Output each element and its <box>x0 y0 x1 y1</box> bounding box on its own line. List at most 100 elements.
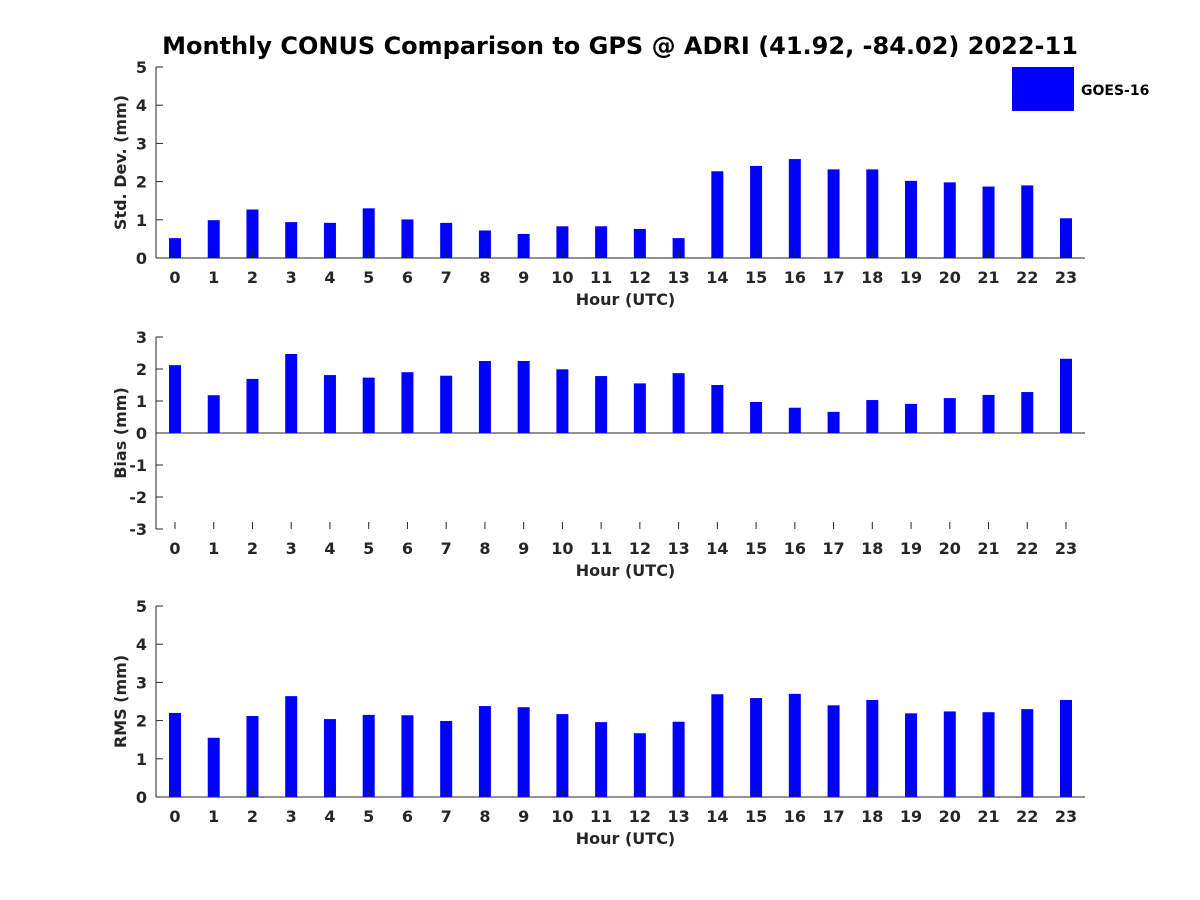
std-dev-bar <box>323 222 336 258</box>
bias-bar <box>362 377 375 433</box>
rms-bar <box>711 694 724 797</box>
std-dev-bar <box>827 169 840 258</box>
std-dev-x-axis-label: Hour (UTC) <box>576 290 676 309</box>
std-dev-x-tick-label: 3 <box>286 268 297 287</box>
rms-x-tick-label: 5 <box>363 807 374 826</box>
bias-bar <box>401 372 414 433</box>
bias-x-tick-label: 6 <box>402 539 413 558</box>
rms-bar <box>517 707 530 797</box>
rms-bar <box>905 713 918 797</box>
bias-x-tick-label: 19 <box>900 539 922 558</box>
rms-x-tick-label: 22 <box>1016 807 1038 826</box>
bias-bar <box>169 365 181 433</box>
bias-x-tick-label: 16 <box>784 539 806 558</box>
bias-x-axis-label: Hour (UTC) <box>576 561 676 580</box>
bias-bar <box>595 376 608 433</box>
rms-x-axis-label: Hour (UTC) <box>576 829 676 848</box>
std-dev-y-tick-label: 5 <box>136 58 147 77</box>
rms-bar <box>401 715 414 797</box>
rms-x-tick-label: 14 <box>706 807 728 826</box>
rms-x-tick-label: 23 <box>1055 807 1077 826</box>
rms-x-tick-label: 21 <box>977 807 999 826</box>
rms-y-tick-label: 0 <box>136 788 147 807</box>
std-dev-bar <box>672 238 685 258</box>
std-dev-bar <box>556 226 569 258</box>
rms-x-tick-label: 20 <box>939 807 961 826</box>
rms-x-tick-label: 8 <box>479 807 490 826</box>
bias-x-tick-label: 10 <box>551 539 573 558</box>
std-dev-x-tick-label: 6 <box>402 268 413 287</box>
bias-x-tick-label: 12 <box>629 539 651 558</box>
rms-x-tick-label: 12 <box>629 807 651 826</box>
std-dev-bar <box>169 238 181 258</box>
rms-bar <box>827 705 840 797</box>
bias-bar <box>207 395 220 433</box>
std-dev-bar <box>246 209 259 258</box>
std-dev-x-tick-label: 14 <box>706 268 728 287</box>
bias-x-tick-label: 3 <box>286 539 297 558</box>
bias-x-tick-label: 17 <box>822 539 844 558</box>
std-dev-y-tick-label: 4 <box>136 96 147 115</box>
rms-x-tick-label: 7 <box>441 807 452 826</box>
rms-x-tick-label: 16 <box>784 807 806 826</box>
std-dev-x-tick-label: 7 <box>441 268 452 287</box>
rms-bar <box>943 711 956 797</box>
rms-bar <box>362 714 375 797</box>
std-dev-x-tick-label: 8 <box>479 268 490 287</box>
std-dev-x-tick-label: 23 <box>1055 268 1077 287</box>
bias-x-tick-label: 7 <box>441 539 452 558</box>
std-dev-x-tick-label: 5 <box>363 268 374 287</box>
rms-bar <box>1021 709 1034 797</box>
std-dev-bar <box>788 159 801 258</box>
std-dev-x-tick-label: 9 <box>518 268 529 287</box>
legend: GOES-16 <box>1012 67 1149 111</box>
rms-bar <box>246 716 259 797</box>
std-dev-bar <box>517 233 530 258</box>
rms-bar <box>556 714 569 797</box>
bias-y-tick-label: -2 <box>129 488 147 507</box>
rms-y-axis-label: RMS (mm) <box>111 655 130 748</box>
bias-bar <box>323 375 336 433</box>
legend-swatch <box>1012 67 1074 111</box>
bias-x-tick-label: 18 <box>861 539 883 558</box>
std-dev-x-tick-label: 0 <box>169 268 180 287</box>
bias-x-tick-label: 13 <box>667 539 689 558</box>
bias-x-tick-label: 5 <box>363 539 374 558</box>
bias-y-tick-label: 2 <box>136 360 147 379</box>
rms-y-tick-label: 4 <box>136 635 147 654</box>
rms-bar <box>478 706 491 797</box>
bias-x-tick-label: 11 <box>590 539 612 558</box>
rms-x-tick-label: 4 <box>324 807 335 826</box>
std-dev-bar <box>362 208 375 258</box>
rms-x-tick-label: 2 <box>247 807 258 826</box>
rms-y-tick-label: 1 <box>136 750 147 769</box>
rms-bar <box>440 720 453 797</box>
std-dev-y-tick-label: 1 <box>136 211 147 230</box>
rms-x-tick-label: 3 <box>286 807 297 826</box>
bias-x-tick-label: 15 <box>745 539 767 558</box>
bias-bar <box>246 378 259 433</box>
std-dev-x-tick-label: 1 <box>208 268 219 287</box>
bias-bar <box>1060 358 1072 433</box>
bias-bar <box>982 394 995 433</box>
std-dev-y-tick-label: 3 <box>136 134 147 153</box>
std-dev-x-tick-label: 21 <box>977 268 999 287</box>
bias-x-tick-label: 23 <box>1055 539 1077 558</box>
rms-bar <box>788 693 801 797</box>
rms-x-tick-label: 1 <box>208 807 219 826</box>
rms-bar <box>323 719 336 797</box>
bias-bar <box>478 361 491 433</box>
std-dev-x-tick-label: 18 <box>861 268 883 287</box>
rms-bar <box>982 712 995 797</box>
bias-x-tick-label: 14 <box>706 539 728 558</box>
bias-x-tick-label: 0 <box>169 539 180 558</box>
rms-x-tick-label: 17 <box>822 807 844 826</box>
std-dev-bar <box>1060 218 1072 258</box>
rms-bar <box>169 712 181 797</box>
rms-y-tick-label: 5 <box>136 597 147 616</box>
bias-bar <box>556 369 569 433</box>
rms-y-tick-label: 2 <box>136 712 147 731</box>
